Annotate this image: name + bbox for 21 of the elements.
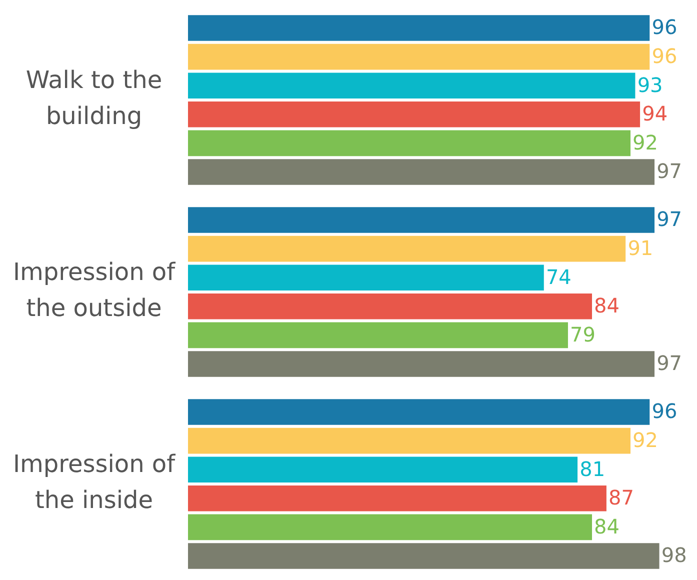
data-label: 92: [632, 130, 658, 154]
data-label: 94: [642, 102, 668, 126]
data-label: 92: [632, 428, 658, 452]
y-tick-label: Impression of the inside: [12, 450, 176, 514]
data-label: 98: [661, 543, 687, 568]
data-label: 96: [652, 44, 678, 68]
data-label: 79: [570, 322, 596, 346]
y-tick-label: Walk to the building: [26, 66, 162, 130]
data-label: 93: [637, 72, 663, 97]
data-label: 97: [656, 159, 682, 184]
y-tick-label: Impression of the outside: [12, 258, 176, 322]
data-label: 91: [628, 236, 654, 260]
data-label: 96: [652, 15, 678, 40]
data-label: 81: [580, 456, 606, 481]
data-label: 97: [656, 351, 682, 376]
data-label: 84: [594, 294, 620, 318]
data-label: 97: [656, 207, 682, 232]
data-label: 87: [608, 486, 634, 510]
data-label: 74: [546, 264, 572, 289]
data-label: 96: [652, 399, 678, 424]
data-label: 84: [594, 514, 620, 538]
